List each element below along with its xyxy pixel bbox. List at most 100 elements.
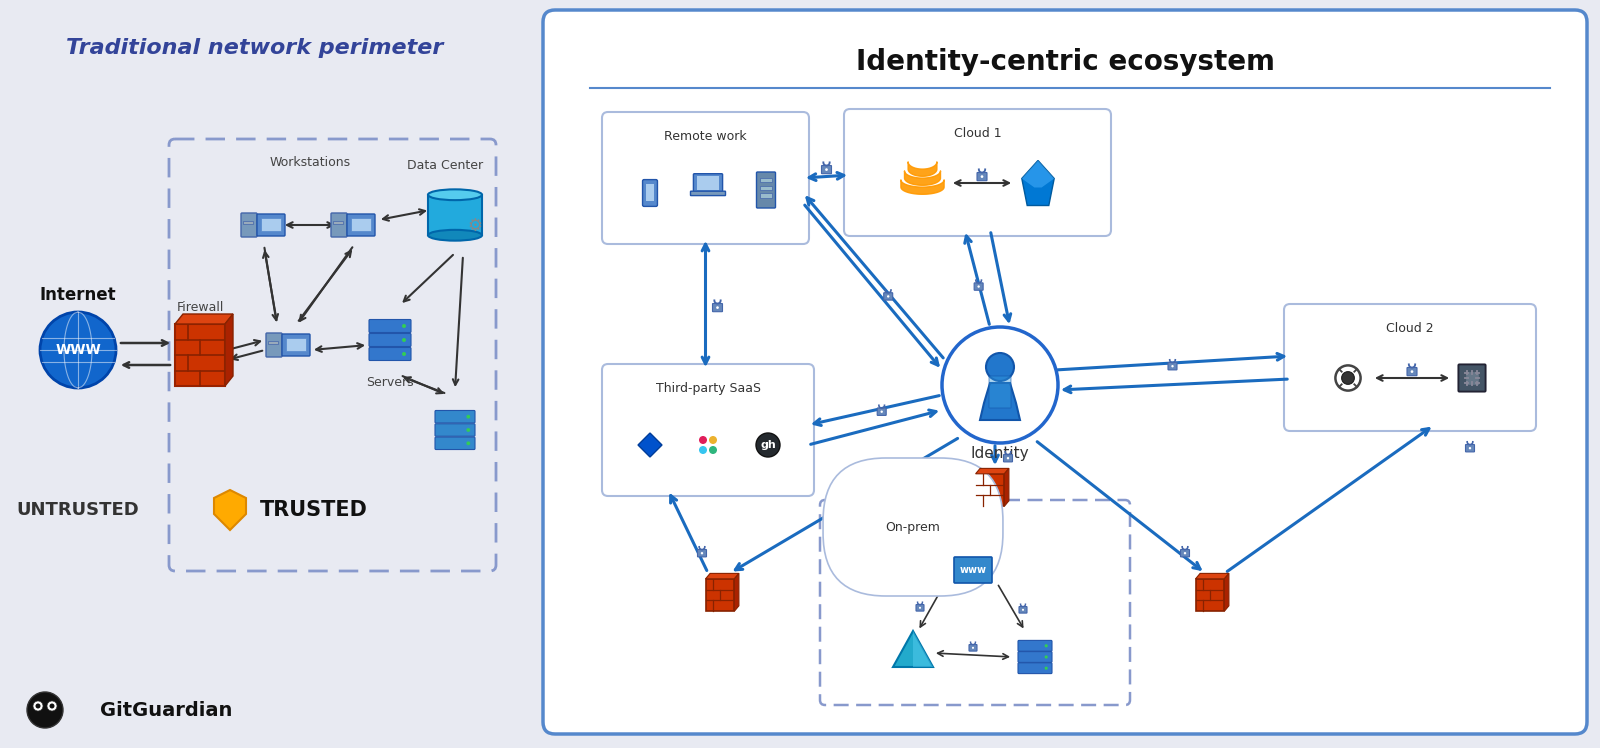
Text: Data Center: Data Center [406,159,483,171]
Circle shape [402,338,406,342]
Circle shape [709,446,717,454]
Polygon shape [214,490,246,530]
Circle shape [467,415,470,419]
FancyBboxPatch shape [261,218,282,231]
Text: Firewall: Firewall [176,301,224,313]
FancyBboxPatch shape [915,604,925,611]
Circle shape [50,704,54,708]
FancyBboxPatch shape [1018,652,1053,663]
FancyBboxPatch shape [1018,663,1053,674]
FancyBboxPatch shape [698,177,718,190]
Circle shape [467,428,470,432]
FancyBboxPatch shape [1018,640,1053,652]
FancyBboxPatch shape [691,191,725,195]
FancyBboxPatch shape [333,221,342,224]
FancyBboxPatch shape [370,319,411,333]
FancyBboxPatch shape [698,550,707,557]
Circle shape [1184,552,1186,554]
Circle shape [981,175,984,178]
FancyBboxPatch shape [760,194,771,197]
FancyBboxPatch shape [706,579,734,611]
Circle shape [826,168,827,171]
FancyBboxPatch shape [712,304,723,312]
Polygon shape [638,433,662,457]
FancyBboxPatch shape [269,341,278,344]
Text: GitGuardian: GitGuardian [99,700,232,720]
FancyBboxPatch shape [1019,607,1027,613]
FancyBboxPatch shape [643,180,658,206]
Text: Identity: Identity [971,446,1029,461]
Polygon shape [226,314,234,386]
Text: gh: gh [760,440,776,450]
FancyBboxPatch shape [1459,364,1486,392]
Circle shape [986,353,1014,381]
Polygon shape [1022,161,1054,188]
Polygon shape [893,631,933,667]
FancyBboxPatch shape [429,194,482,236]
FancyBboxPatch shape [845,109,1110,236]
Circle shape [1022,609,1024,611]
Circle shape [717,306,718,309]
FancyBboxPatch shape [370,334,411,346]
Circle shape [46,701,58,711]
Circle shape [1469,447,1472,450]
Text: www: www [960,565,987,575]
FancyBboxPatch shape [602,364,814,496]
Circle shape [1006,457,1010,459]
Polygon shape [706,574,739,579]
FancyBboxPatch shape [877,408,886,415]
Polygon shape [734,574,739,611]
FancyBboxPatch shape [258,214,285,236]
FancyBboxPatch shape [347,214,374,236]
FancyBboxPatch shape [435,424,475,436]
FancyBboxPatch shape [350,218,371,231]
Circle shape [880,411,883,413]
FancyBboxPatch shape [646,184,654,200]
Circle shape [978,285,979,288]
FancyBboxPatch shape [282,334,310,356]
Text: Workstations: Workstations [269,156,350,168]
FancyBboxPatch shape [976,473,1005,506]
Circle shape [34,701,43,711]
FancyBboxPatch shape [1466,371,1480,385]
FancyBboxPatch shape [760,186,771,190]
Ellipse shape [429,189,482,200]
FancyBboxPatch shape [1181,550,1189,557]
Polygon shape [174,314,234,324]
Ellipse shape [429,230,482,241]
Circle shape [918,607,922,609]
FancyBboxPatch shape [821,165,832,174]
FancyBboxPatch shape [542,10,1587,734]
Circle shape [1045,655,1048,658]
FancyBboxPatch shape [1406,367,1418,375]
Circle shape [699,446,707,454]
Text: TRUSTED: TRUSTED [259,500,368,520]
FancyBboxPatch shape [970,645,978,651]
Text: Remote work: Remote work [664,129,747,143]
FancyBboxPatch shape [989,376,1011,408]
Polygon shape [1022,161,1054,206]
FancyBboxPatch shape [174,324,226,386]
FancyBboxPatch shape [602,112,810,244]
Circle shape [402,324,406,328]
Polygon shape [1195,574,1229,579]
Polygon shape [979,383,1021,420]
Circle shape [701,552,704,554]
Text: Identity-centric ecosystem: Identity-centric ecosystem [856,48,1275,76]
Polygon shape [914,631,933,667]
Circle shape [467,441,470,445]
Circle shape [709,436,717,444]
FancyBboxPatch shape [286,338,306,351]
Circle shape [1411,370,1413,373]
FancyBboxPatch shape [243,221,253,224]
FancyBboxPatch shape [266,333,282,357]
Circle shape [27,692,62,728]
FancyBboxPatch shape [435,411,475,423]
Polygon shape [976,468,1010,473]
Circle shape [942,327,1058,443]
Circle shape [35,704,40,708]
FancyBboxPatch shape [954,557,992,583]
Text: Servers: Servers [366,375,414,388]
Text: On-prem: On-prem [885,521,941,533]
FancyBboxPatch shape [1168,363,1178,370]
